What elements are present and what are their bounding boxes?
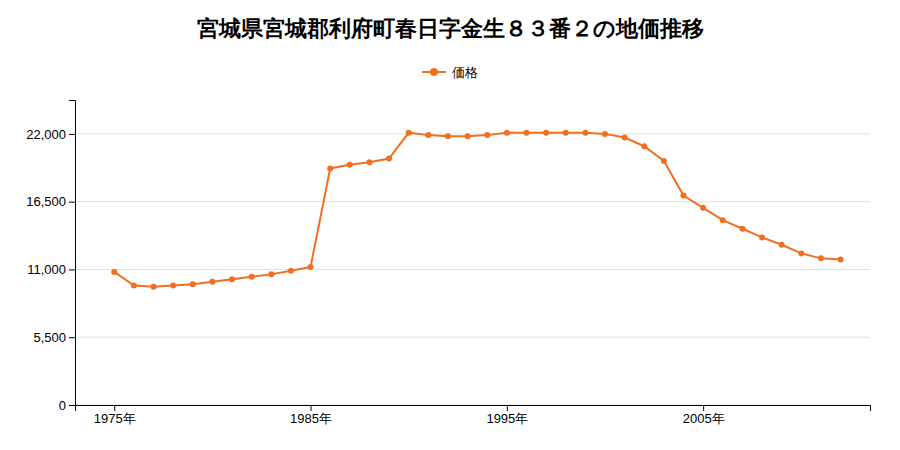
point: [838, 257, 844, 263]
tick-label: 5,500: [33, 330, 66, 345]
point: [504, 130, 510, 136]
tick: 11,000: [27, 262, 75, 277]
point: [366, 159, 372, 165]
point: [602, 131, 608, 137]
tick-mark: [69, 405, 75, 406]
grid-line: [75, 269, 870, 270]
tick: 16,500: [26, 194, 75, 209]
point: [465, 133, 471, 139]
point: [622, 135, 628, 141]
point: [151, 284, 157, 290]
point: [209, 279, 215, 285]
tick-label: 2005年: [683, 411, 725, 426]
point: [700, 205, 706, 211]
title: 宮城県宮城郡利府町春日字金生８３番２の地価推移: [197, 16, 704, 41]
point: [288, 268, 294, 274]
y-axis: 0 5,500 11,000 16,500 22,000: [26, 101, 75, 413]
point: [229, 276, 235, 282]
point: [425, 132, 431, 138]
tick-label: 16,500: [26, 194, 66, 209]
tick-mark: [69, 337, 75, 338]
tick-mark: [311, 405, 312, 411]
tick-mark: [703, 405, 704, 411]
point: [641, 143, 647, 149]
tick-label: 1995年: [486, 411, 528, 426]
point: [268, 271, 274, 277]
tick: 1975年: [94, 405, 136, 426]
point: [406, 130, 412, 136]
legend-marker: [430, 68, 438, 76]
tick-label: 1985年: [290, 411, 332, 426]
grid-line: [75, 337, 870, 338]
legend-item: 価格: [422, 65, 478, 80]
x-axis: 1975年 1985年 1995年 2005年: [76, 405, 871, 426]
point: [327, 165, 333, 171]
point: [190, 281, 196, 287]
point: [111, 269, 117, 275]
point: [543, 130, 549, 136]
grid-line: [75, 201, 870, 202]
point: [386, 156, 392, 162]
tick-label: 11,000: [27, 262, 66, 277]
tick-label: 1975年: [94, 411, 136, 426]
grid: [75, 134, 870, 405]
point: [798, 250, 804, 256]
point: [170, 282, 176, 288]
tick: 0: [59, 398, 75, 413]
tick: 22,000: [26, 127, 75, 142]
point: [818, 255, 824, 261]
point: [484, 132, 490, 138]
point: [347, 162, 353, 168]
legend: 価格: [422, 65, 478, 80]
point: [739, 226, 745, 232]
legend-label: 価格: [452, 65, 478, 80]
point: [523, 130, 529, 136]
point: [661, 158, 667, 164]
point: [720, 217, 726, 223]
tick-label: 22,000: [26, 127, 66, 142]
plot-area: [111, 130, 843, 290]
chart: 1975年 1985年 1995年 2005年 0 5,500 11,000 16,500 22…: [0, 0, 900, 450]
tick-mark: [69, 134, 75, 135]
tick: 1995年: [486, 405, 528, 426]
tick: 2005年: [683, 405, 725, 426]
tick-mark: [69, 269, 75, 270]
axis-line: [76, 406, 871, 412]
grid-line: [75, 133, 870, 134]
point: [779, 242, 785, 248]
point: [308, 264, 314, 270]
point: [445, 133, 451, 139]
tick: 5,500: [33, 330, 75, 345]
point: [563, 130, 569, 136]
point: [582, 130, 588, 136]
point: [759, 234, 765, 240]
point: [131, 282, 137, 288]
tick: 1985年: [290, 405, 332, 426]
tick-label: 0: [59, 398, 66, 413]
axis-line: [69, 101, 76, 406]
tick-mark: [507, 405, 508, 411]
point: [249, 274, 255, 280]
point: [681, 193, 687, 199]
tick-mark: [69, 202, 75, 203]
line: [114, 133, 840, 287]
tick-mark: [114, 405, 115, 411]
